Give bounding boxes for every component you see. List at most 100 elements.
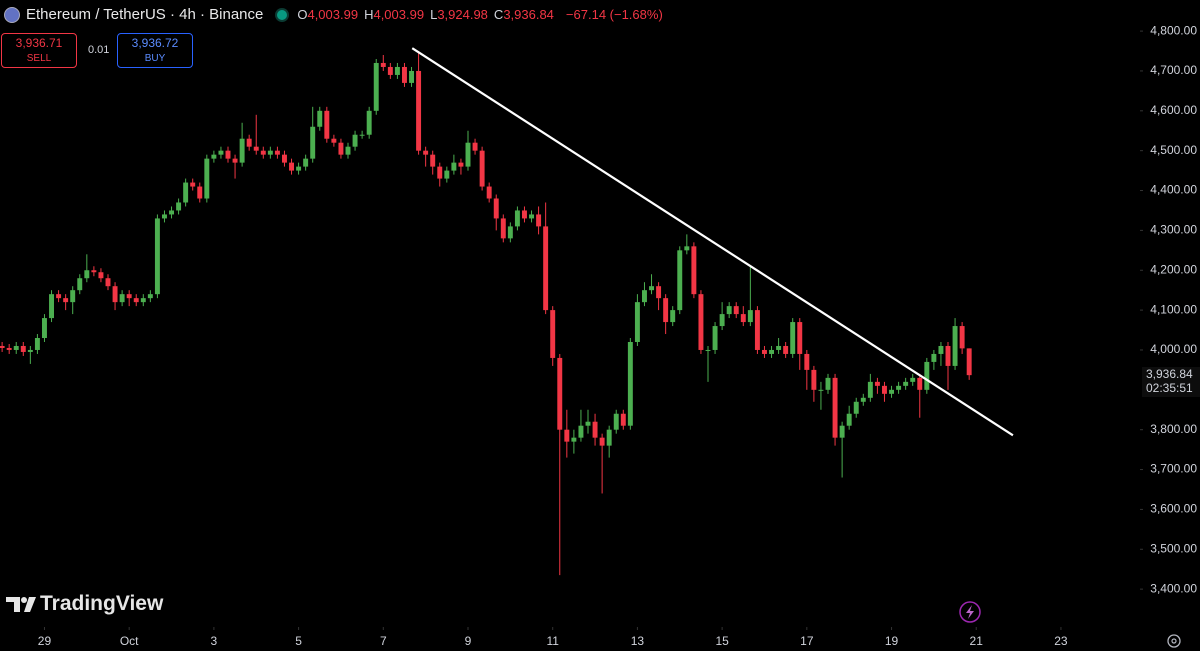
candle-body [550, 310, 556, 358]
candle-body [846, 413, 852, 426]
last-price-label: 3,936.84 02:35:51 [1142, 367, 1200, 398]
y-tick-label: 4,100.00 [1150, 302, 1197, 316]
candle-body [359, 134, 365, 136]
candle-body [331, 138, 337, 143]
candle-body [472, 142, 478, 151]
candle-body [938, 345, 944, 354]
candle-body [239, 138, 245, 163]
candle-body [804, 353, 810, 370]
bar-countdown: 02:35:51 [1146, 381, 1193, 396]
x-tick-label: 13 [631, 634, 645, 648]
y-tick-label: 3,600.00 [1150, 502, 1197, 516]
candle-body [733, 306, 739, 315]
trend-line [411, 47, 1014, 437]
x-tick-label: 23 [1054, 634, 1068, 648]
candle-body [839, 425, 845, 438]
candle-body [373, 62, 379, 111]
candle-body [232, 158, 238, 163]
candle-body [98, 272, 104, 279]
candle-body [324, 110, 330, 139]
candle-body [585, 421, 591, 426]
sell-price: 3,936.71 [15, 36, 63, 50]
candle-body [634, 302, 640, 342]
y-tick-label: 3,500.00 [1150, 541, 1197, 555]
candle-body [162, 214, 167, 219]
ohlc-value: 3,936.84 [503, 7, 554, 22]
candle-body [310, 126, 316, 159]
candle-body [790, 322, 796, 354]
candle-body [882, 385, 887, 394]
candle-body [910, 377, 916, 382]
symbol-title[interactable]: Ethereum / TetherUS · 4h · Binance [26, 6, 264, 23]
candle-body [317, 110, 323, 127]
candle-body [860, 397, 866, 402]
candle-body [430, 154, 436, 167]
x-tick-label: Oct [120, 634, 139, 648]
candle-body [112, 286, 118, 303]
y-tick-label: 3,400.00 [1150, 581, 1197, 595]
candle-body [818, 389, 824, 391]
candle-body [649, 286, 654, 291]
candle-body [903, 381, 909, 386]
sell-button[interactable]: 3,936.71 SELL [1, 33, 77, 68]
candle-body [712, 326, 718, 350]
candle-body [84, 270, 90, 279]
candle-body [663, 298, 669, 323]
candle-body [493, 198, 499, 219]
candle-body [677, 250, 683, 311]
candle-body [867, 381, 873, 398]
settings-icon[interactable] [1167, 634, 1181, 648]
x-tick-label: 17 [800, 634, 814, 648]
candle-body [627, 341, 633, 426]
candle-body [747, 310, 753, 323]
symbol-header: Ethereum / TetherUS · 4h · Binance O 4,00… [4, 6, 669, 23]
candle-body [34, 338, 40, 350]
candle-body [394, 66, 400, 75]
candle-body [924, 361, 930, 390]
candle-body [289, 162, 294, 171]
candle-body [70, 290, 76, 303]
candle-body [423, 150, 429, 155]
candle-body [536, 214, 542, 227]
ohlc-key: O [297, 7, 308, 22]
candle-body [889, 389, 894, 394]
candle-body [387, 66, 393, 75]
x-tick-label: 7 [380, 634, 387, 648]
candle-body [42, 318, 47, 339]
y-tick-label: 4,300.00 [1150, 223, 1197, 237]
symbol-logo [4, 6, 20, 23]
ohlc-key: C [493, 7, 504, 22]
candle-body [762, 349, 767, 354]
y-tick-label: 4,400.00 [1150, 183, 1197, 197]
candle-body [133, 298, 139, 303]
candle-body [190, 182, 196, 187]
candle-body [296, 166, 302, 171]
candle-body [13, 345, 19, 350]
candle-body [380, 62, 386, 67]
ohlc-value: 3,924.98 [437, 7, 488, 22]
candle-body [670, 310, 676, 323]
ohlc-value: 4,003.99 [373, 7, 425, 22]
candle-body [966, 348, 972, 376]
ohlc-values: O 4,003.99 H 4,003.99 L 3,924.98 C 3,936.84 [297, 7, 560, 22]
candle-body [6, 347, 12, 350]
buy-button[interactable]: 3,936.72 BUY [117, 33, 193, 68]
candle-body [522, 210, 527, 219]
alert-icon[interactable] [959, 601, 981, 623]
candle-body [366, 110, 372, 135]
candle-body [656, 286, 662, 299]
candle-body [147, 294, 153, 299]
candle-body [345, 146, 351, 155]
watermark-logo-dot [21, 597, 27, 603]
candle-body [620, 413, 626, 426]
ohlc-key: H [364, 7, 374, 22]
order-quantity[interactable]: 0.01 [88, 44, 110, 56]
candle-body [613, 413, 619, 430]
buy-price: 3,936.72 [131, 36, 179, 50]
candle-body [479, 150, 485, 187]
candle-body [691, 246, 697, 295]
candle-body [874, 381, 880, 386]
candle-body [140, 298, 146, 303]
candle-body [571, 437, 577, 442]
candle-body [564, 429, 570, 442]
